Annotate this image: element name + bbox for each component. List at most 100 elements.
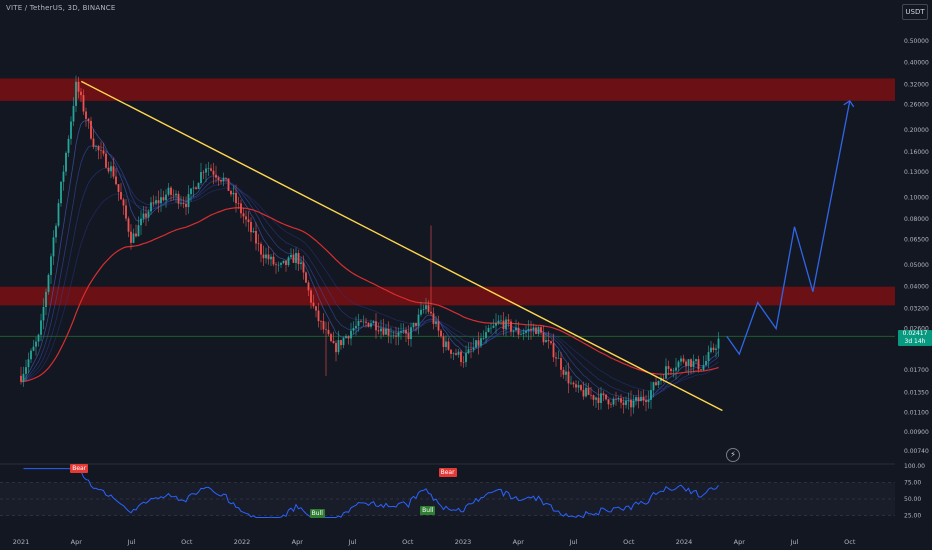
- candle-body: [112, 166, 115, 177]
- candle-body: [657, 381, 660, 386]
- candle-body: [617, 398, 620, 400]
- candle-body: [505, 319, 507, 330]
- candle-body: [442, 336, 445, 347]
- projection-arrowhead: [843, 99, 855, 108]
- price-axis-label: 0.02600: [904, 326, 929, 333]
- candle-body: [580, 385, 582, 390]
- candle-body: [692, 361, 695, 367]
- candle-body: [587, 387, 590, 395]
- slow-ema-line: [20, 207, 719, 383]
- lightning-icon[interactable]: ⚡: [726, 448, 740, 462]
- candle-body: [667, 366, 670, 369]
- candle-body: [222, 178, 225, 182]
- time-axis-label: Oct: [181, 538, 193, 546]
- candle-body: [115, 176, 117, 185]
- candle-body: [147, 211, 150, 218]
- candle-body: [292, 254, 295, 263]
- candle-body: [507, 319, 510, 322]
- candle-body: [47, 274, 50, 292]
- candle-body: [457, 351, 460, 355]
- candle-body: [285, 260, 287, 265]
- price-axis-label: 0.01350: [904, 389, 929, 396]
- candle-body: [367, 322, 370, 327]
- candle-body: [407, 333, 410, 340]
- candle-body: [552, 343, 555, 358]
- candle-body: [445, 341, 447, 347]
- candle-body: [60, 181, 62, 204]
- candle-body: [645, 400, 647, 403]
- candle-body: [665, 366, 667, 379]
- candle-body: [262, 254, 265, 259]
- candle-body: [582, 389, 585, 397]
- candle-body: [532, 327, 535, 331]
- candle-body: [612, 399, 615, 405]
- candle-body: [320, 321, 322, 322]
- candle-body: [642, 396, 645, 401]
- candle-body: [572, 382, 575, 385]
- candle-body: [455, 353, 457, 355]
- candle-body: [207, 168, 210, 170]
- candle-body: [360, 320, 362, 322]
- candle-body: [497, 320, 500, 323]
- candle-body: [332, 341, 335, 344]
- candle-body: [37, 334, 40, 342]
- candle-body: [322, 321, 325, 330]
- candle-body: [132, 233, 135, 243]
- candle-body: [485, 332, 487, 338]
- candle-body: [305, 272, 307, 283]
- currency-button[interactable]: USDT: [902, 4, 928, 20]
- rsi-bull-label: Bull: [309, 508, 325, 518]
- candle-body: [345, 336, 347, 339]
- candle-body: [717, 338, 720, 349]
- candle-body: [212, 170, 215, 175]
- time-axis-label: Jul: [790, 538, 799, 546]
- moving-average-line: [20, 120, 719, 403]
- candle-body: [355, 325, 357, 329]
- rsi-axis-label: 100.00: [904, 463, 925, 470]
- candle-body: [417, 314, 420, 327]
- candle-body: [102, 150, 105, 154]
- price-axis-label: 0.08000: [904, 216, 929, 223]
- candle-body: [290, 254, 292, 258]
- resistance-zone-2: [0, 286, 895, 306]
- candle-body: [35, 341, 37, 347]
- candle-body: [232, 192, 235, 195]
- candle-body: [187, 194, 190, 208]
- price-axis-label: 0.10000: [904, 195, 929, 202]
- candle-body: [537, 327, 540, 334]
- candle-body: [555, 357, 557, 359]
- candle-body: [695, 359, 697, 362]
- candle-body: [380, 328, 382, 332]
- candle-body: [705, 360, 707, 366]
- candle-body: [487, 327, 490, 333]
- symbol-title: VITE / TetherUS, 3D, BINANCE: [6, 4, 116, 12]
- time-axis-label: Apr: [734, 538, 746, 546]
- candle-body: [425, 305, 427, 310]
- candle-body: [422, 309, 425, 310]
- candle-body: [682, 358, 685, 362]
- candle-body: [475, 340, 477, 348]
- candle-body: [315, 306, 317, 311]
- candle-body: [252, 231, 255, 233]
- rsi-axis-label: 50.00: [904, 496, 921, 503]
- candle-body: [522, 332, 525, 334]
- candle-body: [317, 310, 320, 322]
- rsi-bear-label: Bear: [438, 467, 457, 477]
- candle-body: [527, 328, 530, 331]
- candle-body: [200, 172, 202, 184]
- candle-body: [247, 219, 250, 222]
- candle-body: [312, 302, 315, 307]
- candle-body: [335, 343, 337, 353]
- candle-body: [295, 252, 297, 263]
- candle-body: [42, 306, 45, 321]
- candle-body: [545, 340, 547, 343]
- time-axis-label: Jul: [127, 538, 136, 546]
- price-axis-label: 0.16000: [904, 149, 929, 156]
- candle-body: [297, 252, 300, 265]
- candle-body: [412, 322, 415, 328]
- candle-body: [607, 399, 610, 405]
- candle-body: [495, 322, 497, 326]
- candle-body: [185, 203, 187, 208]
- candle-body: [75, 81, 77, 106]
